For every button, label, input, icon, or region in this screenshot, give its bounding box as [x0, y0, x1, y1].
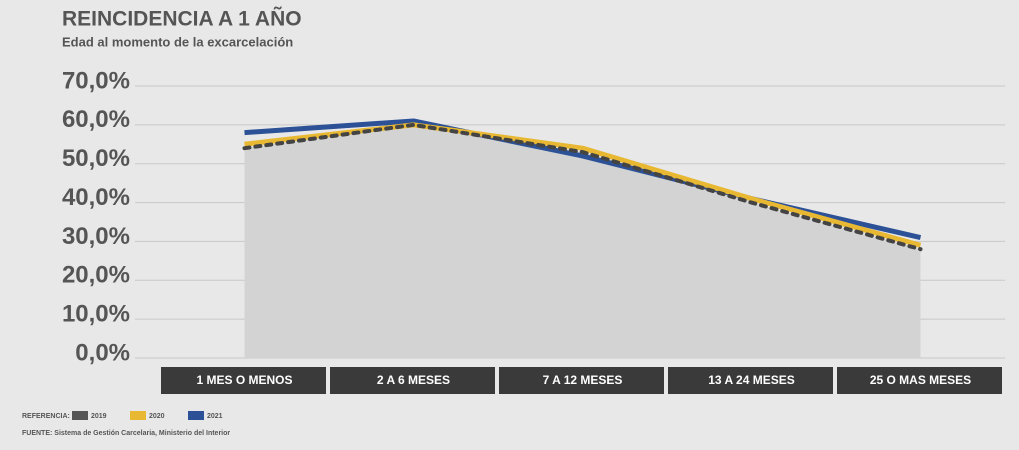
y-tick-label: 40,0% [62, 184, 130, 211]
y-tick-label: 10,0% [62, 300, 130, 327]
legend-title: REFERENCIA: [22, 413, 70, 420]
y-tick-label: 70,0% [62, 67, 130, 94]
category-box [499, 367, 664, 394]
y-tick-label: 60,0% [62, 106, 130, 133]
legend-label: 2021 [207, 413, 223, 420]
category-box [837, 367, 1002, 394]
category-box [161, 367, 326, 394]
category-box [668, 367, 833, 394]
x-tick-label: 2 A 6 MESES [377, 373, 450, 387]
series-line [242, 122, 923, 252]
y-tick-label: 0,0% [75, 339, 130, 366]
x-tick-label: 13 A 24 MESES [708, 373, 794, 387]
x-tick-label: 1 MES O MENOS [196, 373, 292, 387]
category-box [330, 367, 495, 394]
legend-swatch [188, 411, 204, 420]
legend-swatch [130, 411, 146, 420]
legend-label: 2020 [149, 413, 165, 420]
area [244, 124, 921, 358]
y-tick-label: 30,0% [62, 223, 130, 250]
chart-subtitle: Edad al momento de la excarcelación [62, 34, 293, 49]
source-note: FUENTE: Sistema de Gestión Carcelaria, M… [22, 430, 230, 437]
chart-title: REINCIDENCIA A 1 AÑO [62, 8, 302, 31]
y-tick-label: 20,0% [62, 262, 130, 289]
x-tick-label: 7 A 12 MESES [543, 373, 623, 387]
legend-label: 2019 [91, 413, 107, 420]
y-tick-label: 50,0% [62, 145, 130, 172]
legend-swatch [72, 411, 88, 420]
x-tick-label: 25 O MAS MESES [870, 373, 971, 387]
